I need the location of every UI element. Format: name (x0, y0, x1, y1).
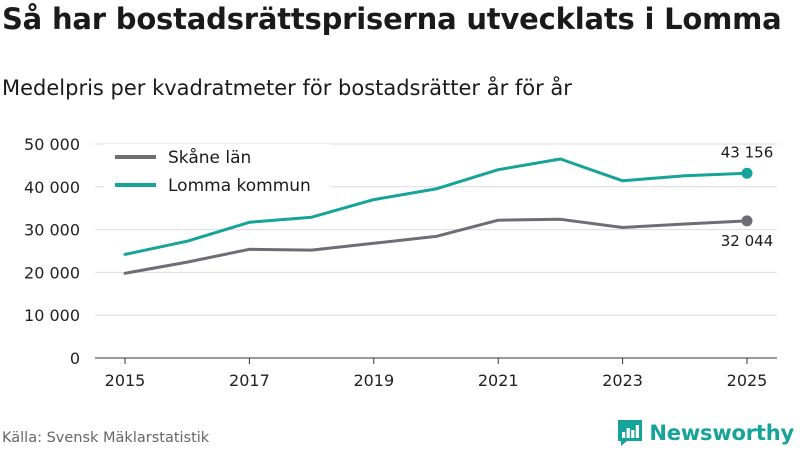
series-end-marker (741, 167, 753, 179)
end-value-label: 43 156 (721, 143, 774, 161)
series-end-marker (741, 215, 753, 227)
newsworthy-bar-chart-icon (618, 420, 643, 446)
y-tick-label: 50 000 (24, 135, 80, 154)
y-tick-label: 0 (70, 349, 80, 368)
y-axis-ticks: 0 10 000 20 000 30 000 40 000 50 000 (24, 135, 80, 368)
series-line-1 (123, 157, 749, 256)
legend-label: Skåne län (168, 147, 251, 168)
end-value-label: 32 044 (721, 232, 774, 250)
x-tick-label: 2025 (727, 371, 768, 390)
series-line-0 (123, 217, 749, 275)
y-tick-label: 40 000 (24, 178, 80, 197)
series-lines (123, 157, 753, 275)
y-tick-label: 10 000 (24, 306, 80, 325)
x-tick-label: 2023 (602, 371, 643, 390)
end-labels: 32 044 43 156 (721, 143, 774, 250)
line-chart: 0 10 000 20 000 30 000 40 000 50 000 2015 2017… (24, 135, 777, 390)
legend-background (104, 144, 330, 200)
brand-name: Newsworthy (649, 421, 794, 445)
x-tick-label: 2019 (353, 371, 394, 390)
chart-subtitle: Medelpris per kvadratmeter för bostadsrä… (2, 76, 572, 100)
x-tick-label: 2017 (229, 371, 270, 390)
x-axis-ticks: 2015 2017 2019 2021 2023 2025 (105, 358, 768, 390)
y-tick-label: 20 000 (24, 263, 80, 282)
x-tick-label: 2021 (478, 371, 519, 390)
x-tick-label: 2015 (105, 371, 146, 390)
y-tick-label: 30 000 (24, 221, 80, 240)
chart-title: Så har bostadsrättspriserna utvecklats i… (2, 2, 782, 36)
source-note: Källa: Svensk Mäklarstatistik (2, 430, 210, 446)
legend: Skåne län Lomma kommun (104, 144, 330, 200)
legend-label: Lomma kommun (168, 176, 311, 196)
brand-logo: Newsworthy (617, 419, 794, 447)
